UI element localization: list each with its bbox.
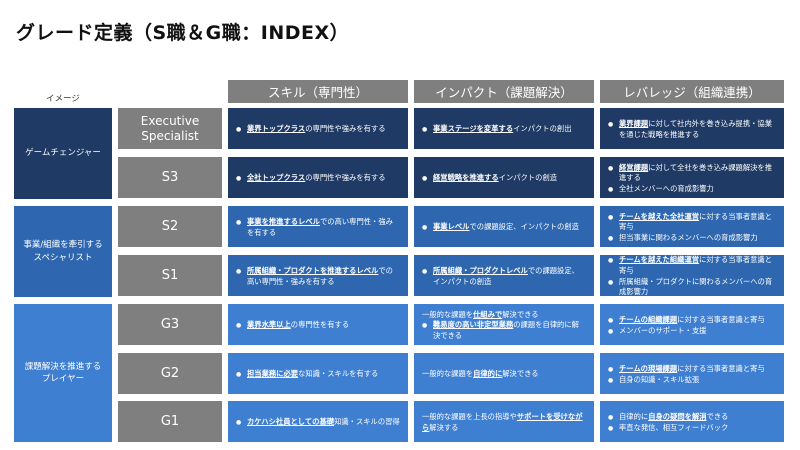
- category-specialist: 事業/組織を牽引する スペシャリスト: [14, 206, 112, 297]
- cell-bullet: 率直な発信、相互フィードバック: [608, 423, 776, 434]
- cell-bullet: 担当業務に必要な知識・スキルを有する: [236, 369, 400, 380]
- cell-bullet: 一般的な課題を上長の指導やサポートを受けながら解決する: [422, 411, 583, 432]
- cell-bullet: 一般的な課題を自律的に解決できる: [422, 369, 539, 379]
- cell-bullet: チームの組織課題に対する当事者意識と寄与: [608, 315, 776, 326]
- cell-bullet: 事業ステージを変革するインパクトの創出: [422, 124, 586, 135]
- grade-label: G1: [118, 401, 222, 442]
- cell-bullet: チームを越えた組織運営に対する当事者意識と寄与: [608, 255, 776, 276]
- cell-leverage: チームの現場課題に対する当事者意識と寄与自身の知識・スキル拡張: [600, 353, 784, 394]
- cell-bullet: 全社トップクラスの専門性や強みを有する: [236, 173, 400, 184]
- category-label: 事業/組織を牽引する スペシャリスト: [23, 240, 103, 263]
- cell-leverage: チームの組織課題に対する当事者意識と寄与メンバーのサポート・支援: [600, 304, 784, 345]
- cell-bullet: 自身の知識・スキル拡張: [608, 375, 776, 386]
- cell-bullet: 所属組織・プロダクトを推進するレベルでの高い専門性・強みを有する: [236, 266, 400, 287]
- cell-bullet: チームの現場課題に対する当事者意識と寄与: [608, 364, 776, 375]
- cell-bullet: メンバーのサポート・支援: [608, 326, 776, 337]
- cell-leverage: 経営課題に対して全社を巻き込み課題解決を推進する全社メンバーへの育成影響力: [600, 157, 784, 198]
- cell-bullet: 全社メンバーへの育成影響力: [608, 184, 776, 195]
- cell-leverage: チームを越えた組織運営に対する当事者意識と寄与所属組織・プロダクトに関わるメンバ…: [600, 255, 784, 296]
- page-title: グレード定義（S職＆G職：INDEX）: [16, 22, 350, 44]
- category-player: 課題解決を推進する プレイヤー: [14, 304, 112, 442]
- cell-bullet: 業界課題に対して社内外を巻き込み提携・協業を通じた戦略を推進する: [608, 119, 776, 140]
- cell-bullet: 経営課題に対して全社を巻き込み課題解決を推進する: [608, 163, 776, 184]
- cell-skill: 全社トップクラスの専門性や強みを有する: [228, 157, 408, 198]
- cell-skill: 業界水準以上の専門性を有する: [228, 304, 408, 345]
- category-game-changer: ゲームチェンジャー: [14, 108, 112, 199]
- grade-label: G2: [118, 353, 222, 394]
- category-label: ゲームチェンジャー: [25, 148, 101, 159]
- cell-bullet: 担当事業に関わるメンバーへの育成影響力: [608, 233, 776, 244]
- cell-bullet: カケハシ社員としての基礎知識・スキルの習得: [236, 417, 400, 428]
- cell-impact: 事業レベルでの課題設定、インパクトの創造: [414, 206, 594, 247]
- cell-impact: 事業ステージを変革するインパクトの創出: [414, 108, 594, 149]
- cell-impact: 一般的な課題を仕組みで解決できる難易度の高い非定型業務の課題を自律的に解決できる: [414, 304, 594, 345]
- cell-skill: 所属組織・プロダクトを推進するレベルでの高い専門性・強みを有する: [228, 255, 408, 296]
- cell-bullet: 一般的な課題を仕組みで解決できる: [422, 309, 539, 319]
- cell-bullet: チームを越えた全社運営に対する当事者意識と寄与: [608, 212, 776, 233]
- grade-label: S2: [118, 206, 222, 247]
- cell-bullet: 事業を推進するレベルでの高い専門性・強みを有する: [236, 217, 400, 238]
- grade-label: S1: [118, 255, 222, 296]
- column-header-impact: インパクト（課題解決）: [414, 80, 594, 103]
- cell-bullet: 自律的に自身の疑問を解消できる: [608, 412, 776, 423]
- cell-bullet: 難易度の高い非定型業務の課題を自律的に解決できる: [422, 320, 586, 341]
- grade-label: S3: [118, 157, 222, 198]
- cell-skill: 業界トップクラスの専門性や強みを有する: [228, 108, 408, 149]
- cell-impact: 一般的な課題を自律的に解決できる: [414, 353, 594, 394]
- cell-impact: 一般的な課題を上長の指導やサポートを受けながら解決する: [414, 401, 594, 442]
- grade-label: Executive Specialist: [118, 108, 222, 149]
- cell-bullet: 所属組織・プロダクトに関わるメンバーへの育成影響力: [608, 277, 776, 297]
- cell-leverage: 自律的に自身の疑問を解消できる率直な発信、相互フィードバック: [600, 401, 784, 442]
- cell-skill: 担当業務に必要な知識・スキルを有する: [228, 353, 408, 394]
- cell-impact: 経営戦略を推進するインパクトの創造: [414, 157, 594, 198]
- cell-bullet: 事業レベルでの課題設定、インパクトの創造: [422, 222, 586, 233]
- cell-bullet: 業界トップクラスの専門性や強みを有する: [236, 124, 400, 135]
- category-label: 課題解決を推進する プレイヤー: [24, 361, 102, 384]
- cell-leverage: チームを越えた全社運営に対する当事者意識と寄与担当事業に関わるメンバーへの育成影…: [600, 206, 784, 247]
- cell-bullet: 業界水準以上の専門性を有する: [236, 320, 400, 331]
- cell-impact: 所属組織・プロダクトレベルでの課題設定、インパクトの創造: [414, 255, 594, 296]
- cell-bullet: 経営戦略を推進するインパクトの創造: [422, 173, 586, 184]
- cell-leverage: 業界課題に対して社内外を巻き込み提携・協業を通じた戦略を推進する: [600, 108, 784, 149]
- column-header-leverage: レバレッジ（組織連携）: [600, 80, 784, 103]
- cell-bullet: 所属組織・プロダクトレベルでの課題設定、インパクトの創造: [422, 266, 586, 287]
- cell-skill: 事業を推進するレベルでの高い専門性・強みを有する: [228, 206, 408, 247]
- grade-label: G3: [118, 304, 222, 345]
- column-header-skill: スキル（専門性）: [228, 80, 408, 103]
- cell-skill: カケハシ社員としての基礎知識・スキルの習得: [228, 401, 408, 442]
- image-column-label: イメージ: [46, 94, 80, 104]
